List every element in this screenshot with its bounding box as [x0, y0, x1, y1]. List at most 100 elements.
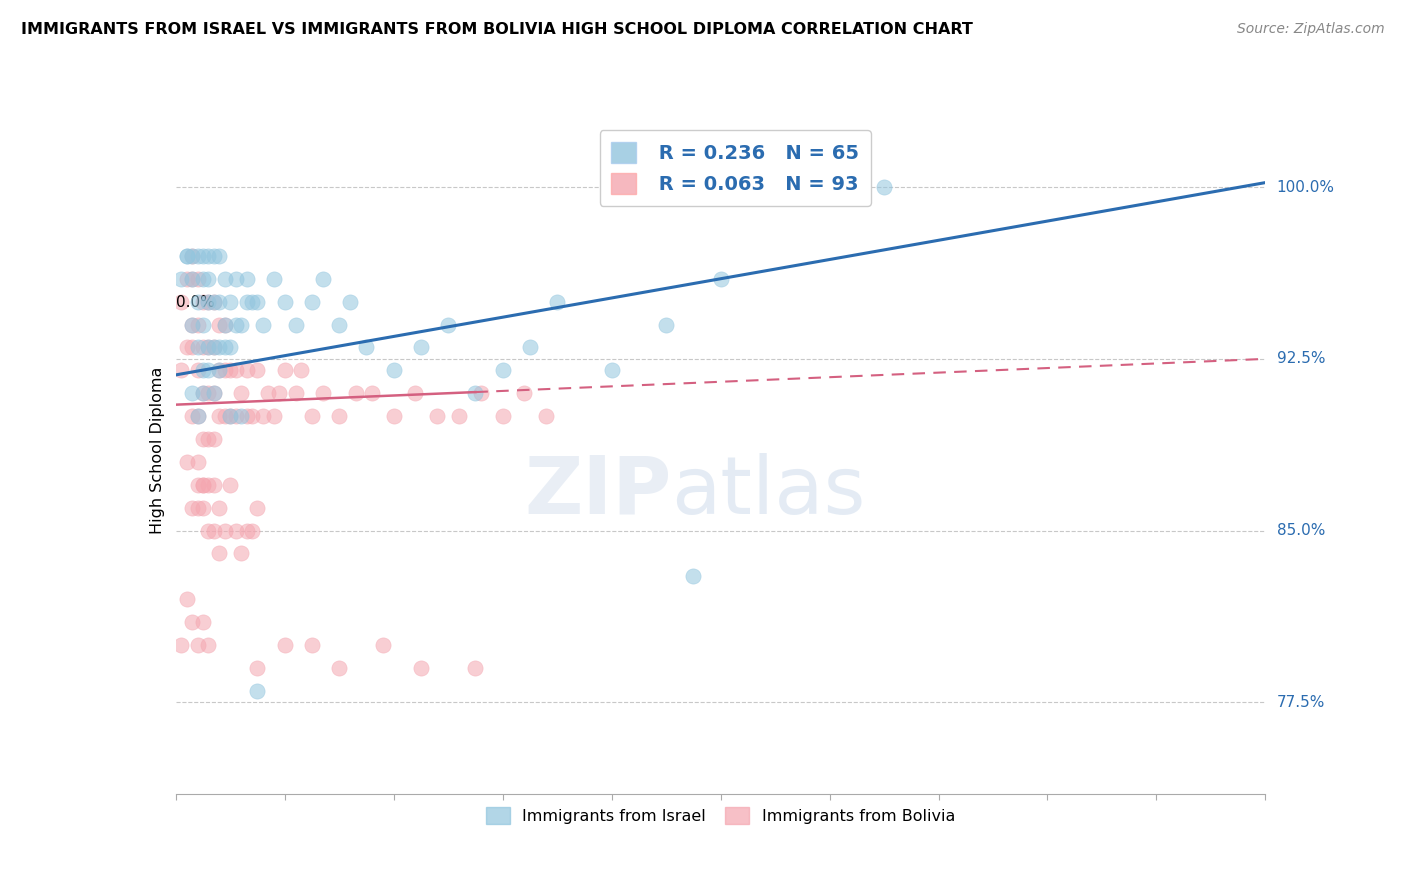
Point — [202, 524, 225, 538]
Point — [492, 363, 515, 377]
Point — [231, 386, 253, 401]
Legend: Immigrants from Israel, Immigrants from Bolivia: Immigrants from Israel, Immigrants from … — [479, 800, 962, 830]
Point — [269, 386, 291, 401]
Point — [191, 271, 214, 285]
Point — [214, 318, 236, 332]
Point — [290, 363, 312, 377]
Point — [225, 271, 247, 285]
Point — [208, 500, 231, 515]
Point — [181, 500, 204, 515]
Point — [208, 409, 231, 423]
Point — [235, 409, 257, 423]
Point — [181, 271, 204, 285]
Text: ZIP: ZIP — [524, 452, 672, 531]
Point — [191, 249, 214, 263]
Point — [191, 432, 214, 446]
Point — [186, 409, 209, 423]
Point — [246, 294, 269, 309]
Point — [186, 409, 209, 423]
Point — [181, 409, 204, 423]
Point — [240, 524, 263, 538]
Point — [202, 477, 225, 491]
Point — [197, 249, 219, 263]
Point — [710, 271, 733, 285]
Point — [181, 340, 204, 354]
Point — [191, 318, 214, 332]
Point — [197, 363, 219, 377]
Point — [197, 294, 219, 309]
Point — [240, 409, 263, 423]
Point — [176, 249, 198, 263]
Point — [202, 294, 225, 309]
Point — [170, 363, 193, 377]
Point — [231, 546, 253, 561]
Point — [513, 386, 536, 401]
Point — [202, 432, 225, 446]
Point — [176, 271, 198, 285]
Point — [202, 386, 225, 401]
Point — [301, 638, 323, 652]
Point — [197, 340, 219, 354]
Text: 92.5%: 92.5% — [1277, 351, 1324, 367]
Point — [219, 477, 242, 491]
Point — [252, 409, 274, 423]
Point — [214, 409, 236, 423]
Point — [464, 386, 486, 401]
Point — [191, 615, 214, 629]
Point — [246, 684, 269, 698]
Point — [191, 340, 214, 354]
Point — [181, 271, 204, 285]
Point — [214, 524, 236, 538]
Point — [208, 249, 231, 263]
Point — [301, 294, 323, 309]
Point — [176, 455, 198, 469]
Point — [437, 318, 460, 332]
Point — [191, 386, 214, 401]
Point — [214, 363, 236, 377]
Point — [219, 409, 242, 423]
Point — [186, 340, 209, 354]
Point — [263, 409, 285, 423]
Point — [382, 409, 405, 423]
Point — [426, 409, 449, 423]
Point — [873, 180, 896, 194]
Point — [356, 340, 378, 354]
Point — [263, 271, 285, 285]
Point — [197, 340, 219, 354]
Point — [176, 592, 198, 607]
Point — [219, 409, 242, 423]
Point — [202, 249, 225, 263]
Point — [181, 318, 204, 332]
Point — [339, 294, 361, 309]
Text: Source: ZipAtlas.com: Source: ZipAtlas.com — [1237, 22, 1385, 37]
Point — [208, 363, 231, 377]
Point — [231, 318, 253, 332]
Point — [202, 340, 225, 354]
Point — [202, 386, 225, 401]
Point — [176, 340, 198, 354]
Point — [240, 294, 263, 309]
Point — [312, 271, 335, 285]
Point — [328, 318, 350, 332]
Point — [191, 363, 214, 377]
Point — [181, 386, 204, 401]
Point — [328, 409, 350, 423]
Point — [344, 386, 367, 401]
Point — [409, 661, 432, 675]
Point — [191, 294, 214, 309]
Point — [186, 271, 209, 285]
Point — [235, 294, 257, 309]
Point — [235, 524, 257, 538]
Point — [197, 524, 219, 538]
Point — [328, 661, 350, 675]
Point — [197, 477, 219, 491]
Point — [191, 500, 214, 515]
Point — [197, 386, 219, 401]
Point — [682, 569, 704, 583]
Point — [219, 340, 242, 354]
Point — [208, 294, 231, 309]
Point — [225, 318, 247, 332]
Point — [186, 363, 209, 377]
Point — [231, 409, 253, 423]
Point — [219, 294, 242, 309]
